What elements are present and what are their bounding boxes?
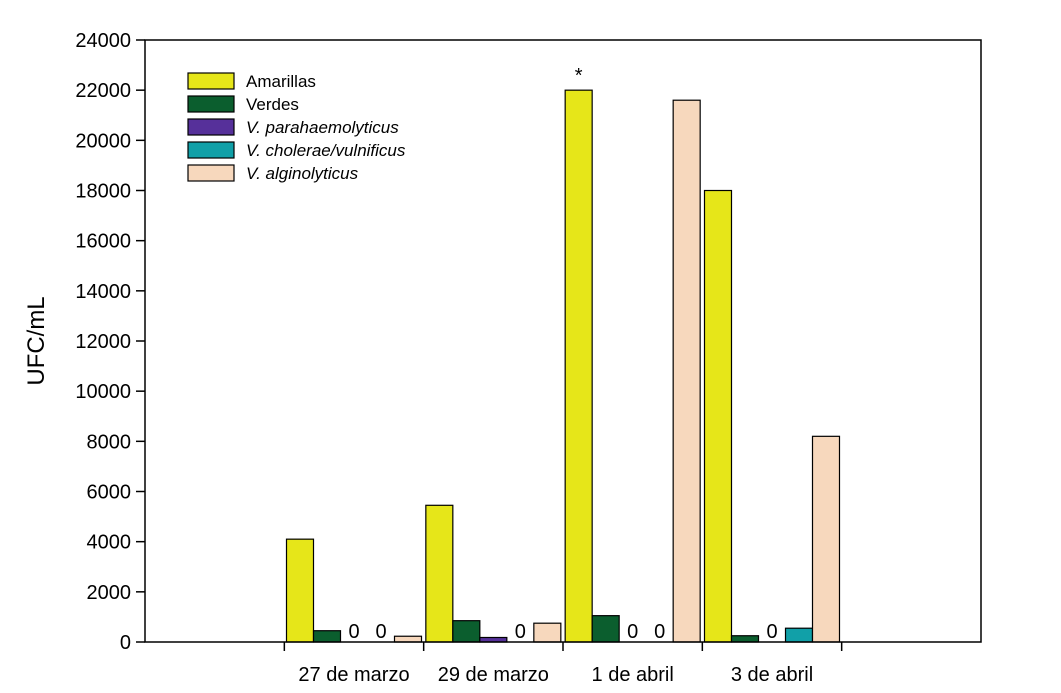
y-axis: 0 2000 4000 6000 8000 10000 12000 14000 16000 180… xyxy=(75,30,145,654)
y-tick-label: 22000 xyxy=(75,80,131,102)
legend-swatch xyxy=(187,72,235,90)
y-tick-label: 6000 xyxy=(87,482,132,504)
bar-v-alginolyticus-3 xyxy=(672,99,701,643)
bar-verdes-2 xyxy=(452,620,481,643)
legend-label: V. alginolyticus xyxy=(246,164,359,183)
zero-value-label: 0 xyxy=(766,621,777,643)
bars-layer xyxy=(285,89,841,643)
y-tick-label: 4000 xyxy=(87,532,132,554)
zero-value-label: 0 xyxy=(375,621,386,643)
y-tick-label: 12000 xyxy=(75,331,131,353)
y-tick-label: 2000 xyxy=(87,582,132,604)
legend-swatch xyxy=(187,118,235,136)
bar-amarillas-1 xyxy=(285,538,315,643)
bar-amarillas-3 xyxy=(564,89,593,643)
bar-amarillas-2 xyxy=(425,504,454,643)
bar-verdes-1 xyxy=(312,630,342,643)
y-tick-label: 16000 xyxy=(75,231,131,253)
y-tick-label: 8000 xyxy=(87,431,132,453)
bar-v-alginolyticus-4 xyxy=(811,435,841,643)
zero-value-label: 0 xyxy=(627,621,638,643)
legend-label: Amarillas xyxy=(246,72,316,91)
legend: Amarillas Verdes V. parahaemolyticus V. cho… xyxy=(187,72,406,183)
y-tick-label: 18000 xyxy=(75,181,131,203)
bar-v-cholerae-vulnificus-4 xyxy=(784,627,814,643)
y-tick-label: 0 xyxy=(120,632,131,654)
y-tick-label: 24000 xyxy=(75,30,131,52)
x-category-label: 3 de abril xyxy=(731,664,813,686)
zero-value-label: 0 xyxy=(348,621,359,643)
bar-verdes-3 xyxy=(591,615,620,643)
legend-swatch xyxy=(187,141,235,159)
bar-v-alginolyticus-1 xyxy=(393,635,423,643)
x-category-label: 29 de marzo xyxy=(438,664,549,686)
annotations-layer: 0 0 0 0 0 0* xyxy=(348,65,777,643)
legend-swatch xyxy=(187,164,235,182)
legend-label: V. cholerae/vulnificus xyxy=(246,141,406,160)
legend-swatch xyxy=(187,95,235,113)
legend-label: V. parahaemolyticus xyxy=(246,118,399,137)
bar-amarillas-4 xyxy=(703,189,733,643)
significance-star: * xyxy=(575,65,583,87)
x-category-label: 1 de abril xyxy=(592,664,674,686)
zero-value-label: 0 xyxy=(515,621,526,643)
y-tick-label: 14000 xyxy=(75,281,131,303)
y-tick-label: 20000 xyxy=(75,130,131,152)
y-axis-label: UFC/mL xyxy=(23,296,50,385)
legend-label: Verdes xyxy=(246,95,299,114)
x-category-label: 27 de marzo xyxy=(298,664,409,686)
y-tick-label: 10000 xyxy=(75,381,131,403)
bar-verdes-4 xyxy=(730,635,760,643)
x-axis: 27 de marzo 29 de marzo 1 de abril 3 de abr… xyxy=(283,642,843,686)
bar-v-alginolyticus-2 xyxy=(533,622,562,643)
zero-value-label: 0 xyxy=(654,621,665,643)
